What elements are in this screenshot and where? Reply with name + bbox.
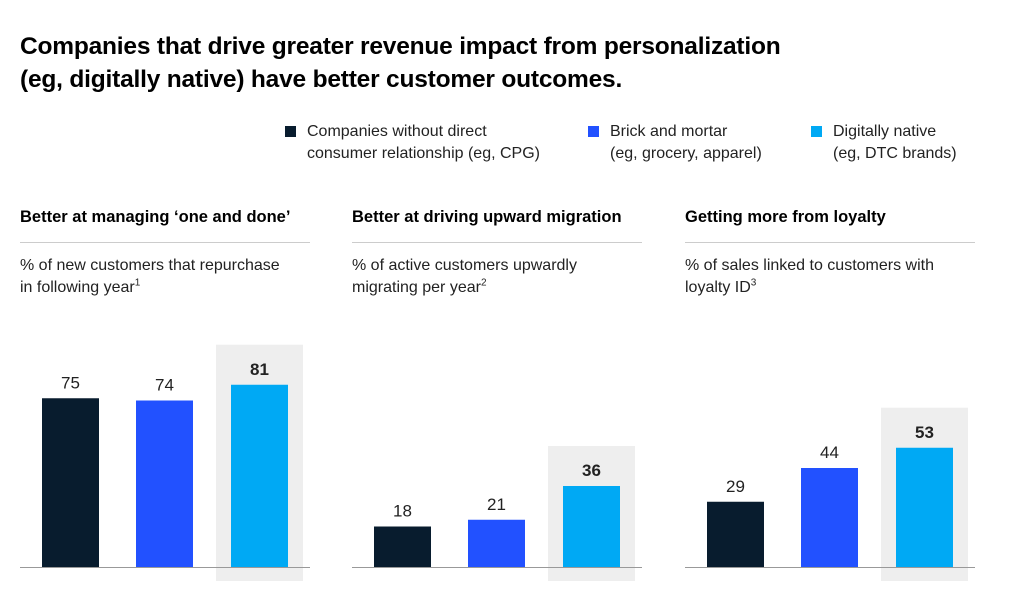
panel-subtitle: % of new customers that repurchase in fo… (20, 255, 320, 299)
bar (136, 400, 193, 567)
legend-label-digitally-native-line-1: Digitally native (833, 123, 937, 140)
bar-value-label: 21 (487, 495, 506, 514)
bar (896, 447, 953, 567)
footnote-marker: 1 (134, 277, 141, 289)
panel-subtitle-line-2: migrating per year (352, 279, 481, 296)
panel-subtitle-line-1: % of active customers upwardly (352, 257, 577, 274)
panel-subtitle-line-2: loyalty ID (685, 279, 751, 296)
panel-divider (20, 242, 310, 243)
bar-chart-loyalty: 29 44 53 (685, 407, 975, 581)
bar (468, 519, 525, 567)
legend-label-cpg-line-2: consumer relationship (eg, CPG) (307, 145, 540, 162)
legend-swatch-brick-and-mortar (588, 126, 599, 137)
legend-item-cpg: Companies without direct consumer relati… (285, 121, 540, 165)
panel-subtitle: % of sales linked to customers with loya… (685, 255, 985, 299)
bar-value-label: 18 (393, 502, 412, 521)
panel-subtitle-line-2: in following year (20, 279, 135, 296)
panel-subtitle-line-1: % of sales linked to customers with (685, 257, 934, 274)
panel-subtitle-line-1: % of new customers that repurchase (20, 257, 280, 274)
legend-swatch-digitally-native (811, 126, 822, 137)
panel-divider (352, 242, 642, 243)
footnote-marker: 2 (480, 277, 487, 289)
panel-heading: Better at managing ‘one and done’ (20, 208, 291, 226)
bar-value-label: 44 (820, 443, 839, 462)
bar (231, 384, 288, 567)
bar-value-label: 81 (250, 360, 269, 379)
bar-value-label: 29 (726, 477, 745, 496)
bar (707, 501, 764, 567)
bar-value-label: 53 (915, 423, 934, 442)
legend-swatch-cpg (285, 126, 296, 137)
bar-value-label: 75 (61, 373, 80, 392)
bar (42, 398, 99, 567)
legend-label-brick-and-mortar-line-2: (eg, grocery, apparel) (610, 145, 762, 162)
chart-title-line-2: (eg, digitally native) have better custo… (20, 66, 623, 93)
bar-chart-upward-migration: 18 21 36 (352, 446, 642, 581)
chart-title-line-1: Companies that drive greater revenue imp… (20, 33, 781, 60)
panel-heading: Better at driving upward migration (352, 208, 622, 226)
panel-divider (685, 242, 975, 243)
legend-item-brick-and-mortar: Brick and mortar (eg, grocery, apparel) (588, 121, 762, 165)
panel-loyalty: Getting more from loyalty % of sales lin… (685, 205, 975, 585)
bar-value-label: 74 (155, 376, 174, 395)
chart-title: Companies that drive greater revenue imp… (20, 30, 920, 96)
bar-value-label: 36 (582, 461, 601, 480)
footnote-marker: 3 (750, 277, 757, 289)
legend-label-digitally-native-line-2: (eg, DTC brands) (833, 145, 957, 162)
legend-item-digitally-native: Digitally native (eg, DTC brands) (811, 121, 957, 165)
legend-label-cpg-line-1: Companies without direct (307, 123, 487, 140)
bar (563, 486, 620, 567)
legend: Companies without direct consumer relati… (0, 121, 1012, 171)
legend-label-brick-and-mortar-line-1: Brick and mortar (610, 123, 728, 140)
panel-upward-migration: Better at driving upward migration % of … (352, 205, 642, 585)
panel-subtitle: % of active customers upwardly migrating… (352, 255, 652, 299)
bar (374, 526, 431, 567)
panel-one-and-done: Better at managing ‘one and done’ % of n… (20, 205, 310, 585)
bar (801, 468, 858, 567)
panel-heading: Getting more from loyalty (685, 208, 886, 226)
bar-chart-one-and-done: 75 74 81 (20, 344, 310, 581)
